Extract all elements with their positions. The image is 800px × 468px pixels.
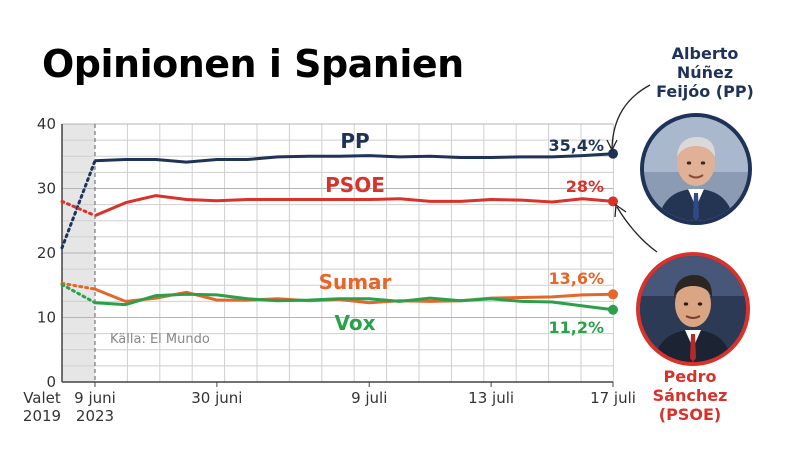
- source-note: Källa: El Mundo: [110, 332, 210, 347]
- x-tick-label: 13 juli: [468, 389, 514, 407]
- series-label-psoe: PSOE: [325, 173, 385, 197]
- end-value-pp: 35,4%: [548, 136, 604, 155]
- series-label-vox: Vox: [334, 311, 375, 335]
- series-line-pp: [94, 152, 614, 164]
- feijoo-portrait-icon: [640, 113, 752, 225]
- arrowhead-sanchez: [614, 203, 627, 218]
- end-value-psoe: 28%: [566, 177, 604, 196]
- x-tick-label-line: 2019: [23, 407, 61, 425]
- y-tick-label: 30: [37, 180, 56, 198]
- chart-title: Opinionen i Spanien: [42, 42, 464, 86]
- end-value-vox: 11,2%: [548, 318, 604, 337]
- feijoo-name-line: Núñez: [676, 63, 734, 82]
- series-connector-psoe: [60, 199, 97, 218]
- y-tick-label: 10: [37, 309, 56, 327]
- series-endpoint-pp: [608, 148, 618, 159]
- sanchez-name: Pedro Sánchez (PSOE): [640, 367, 740, 424]
- sanchez-name-line: (PSOE): [658, 405, 722, 424]
- series-label-pp: PP: [340, 129, 369, 153]
- feijoo-name: Alberto Núñez Feijóo (PP): [650, 44, 760, 101]
- series-connector-pp: [60, 159, 97, 250]
- x-tick-label-line: 2023: [76, 407, 114, 425]
- x-tick-label-line: Valet: [23, 389, 61, 407]
- feijoo-name-line: Feijóo (PP): [656, 82, 754, 101]
- series-endpoint-vox: [608, 304, 618, 315]
- arrow-sanchez: [616, 206, 658, 253]
- sanchez-name-line: Pedro: [663, 367, 717, 386]
- feijoo-name-line: Alberto: [671, 44, 739, 63]
- end-value-sumar: 13,6%: [548, 269, 604, 288]
- x-tick-label-line: 30 juni: [191, 389, 242, 407]
- series-connector-vox: [60, 283, 97, 305]
- series-endpoint-sumar: [608, 289, 618, 300]
- series-connector-sumar: [60, 281, 97, 291]
- x-tick-label: 9 juni 2023: [74, 389, 116, 425]
- sanchez-name-line: Sánchez: [652, 386, 728, 405]
- x-tick-label: 9 juli: [351, 389, 387, 407]
- series-line-vox: [94, 292, 614, 312]
- x-tick-label: 17 juli: [590, 389, 636, 407]
- y-tick-label: 0: [46, 373, 56, 391]
- x-tick-label: Valet 2019: [23, 389, 61, 425]
- y-tick-label: 40: [37, 115, 56, 133]
- sanchez-portrait-icon: [636, 252, 750, 366]
- x-tick-label-line: 9 juli: [351, 389, 387, 407]
- x-tick-label: 30 juni: [191, 389, 242, 407]
- arrowhead-feijoo: [606, 139, 618, 152]
- x-tick-label-line: 17 juli: [590, 389, 636, 407]
- x-tick-label-line: 9 juni: [74, 389, 116, 407]
- x-tick-label-line: 13 juli: [468, 389, 514, 407]
- y-tick-label: 20: [37, 244, 56, 262]
- series-label-sumar: Sumar: [319, 270, 392, 294]
- series-line-psoe: [94, 194, 614, 217]
- arrow-feijoo: [611, 84, 651, 149]
